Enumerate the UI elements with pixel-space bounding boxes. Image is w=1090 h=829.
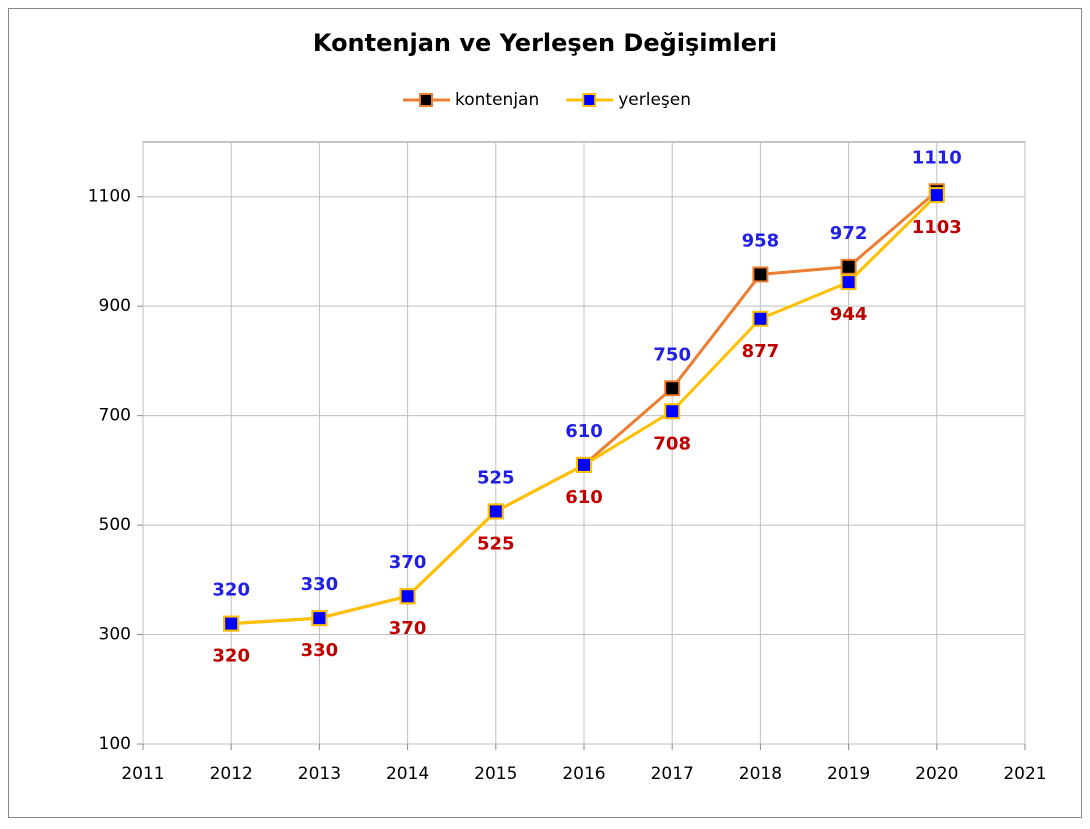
x-tick-label: 2014 (386, 764, 429, 784)
data-label: 708 (653, 433, 691, 454)
x-tick-label: 2013 (298, 764, 341, 784)
x-tick-label: 2017 (651, 764, 694, 784)
legend-label: yerleşen (618, 90, 691, 110)
marker (223, 615, 240, 632)
data-label: 958 (742, 230, 780, 251)
data-label: 370 (389, 618, 427, 639)
data-label: 330 (301, 640, 339, 661)
data-label: 1110 (912, 147, 962, 168)
x-tick-label: 2012 (210, 764, 253, 784)
data-label: 750 (653, 344, 691, 365)
marker (752, 310, 769, 327)
x-tick-label: 2016 (562, 764, 605, 784)
marker (399, 588, 416, 605)
data-label: 610 (565, 421, 603, 442)
y-tick-label: 100 (99, 734, 131, 754)
x-tick-label: 2011 (121, 764, 164, 784)
data-label: 370 (389, 552, 427, 573)
legend-label: kontenjan (455, 90, 539, 110)
chart-title: Kontenjan ve Yerleşen Değişimleri (313, 29, 777, 57)
x-tick-label: 2019 (827, 764, 870, 784)
data-label: 1103 (912, 217, 962, 238)
marker (576, 456, 592, 473)
marker (928, 187, 945, 204)
data-label: 320 (212, 646, 250, 667)
data-label: 330 (301, 574, 339, 595)
marker (311, 610, 328, 627)
marker (664, 380, 681, 397)
y-tick-label: 700 (99, 406, 131, 426)
x-tick-label: 2015 (474, 764, 517, 784)
data-label: 877 (742, 341, 780, 362)
marker (752, 266, 769, 283)
y-tick-label: 300 (99, 625, 131, 645)
data-label: 525 (477, 533, 515, 554)
data-label: 525 (477, 467, 515, 488)
legend-marker (419, 93, 433, 107)
x-tick-label: 2020 (915, 764, 958, 784)
legend-marker (582, 93, 597, 107)
x-tick-label: 2018 (739, 764, 782, 784)
marker (840, 274, 857, 291)
y-tick-label: 900 (99, 296, 131, 316)
data-label: 610 (565, 487, 603, 508)
marker (664, 403, 681, 420)
marker (840, 258, 857, 275)
x-tick-label: 2021 (1003, 764, 1046, 784)
y-tick-label: 1100 (88, 187, 131, 207)
y-tick-label: 500 (99, 515, 131, 535)
data-label: 972 (830, 223, 868, 244)
data-label: 320 (212, 580, 250, 601)
data-label: 944 (830, 304, 868, 325)
marker (487, 503, 504, 520)
